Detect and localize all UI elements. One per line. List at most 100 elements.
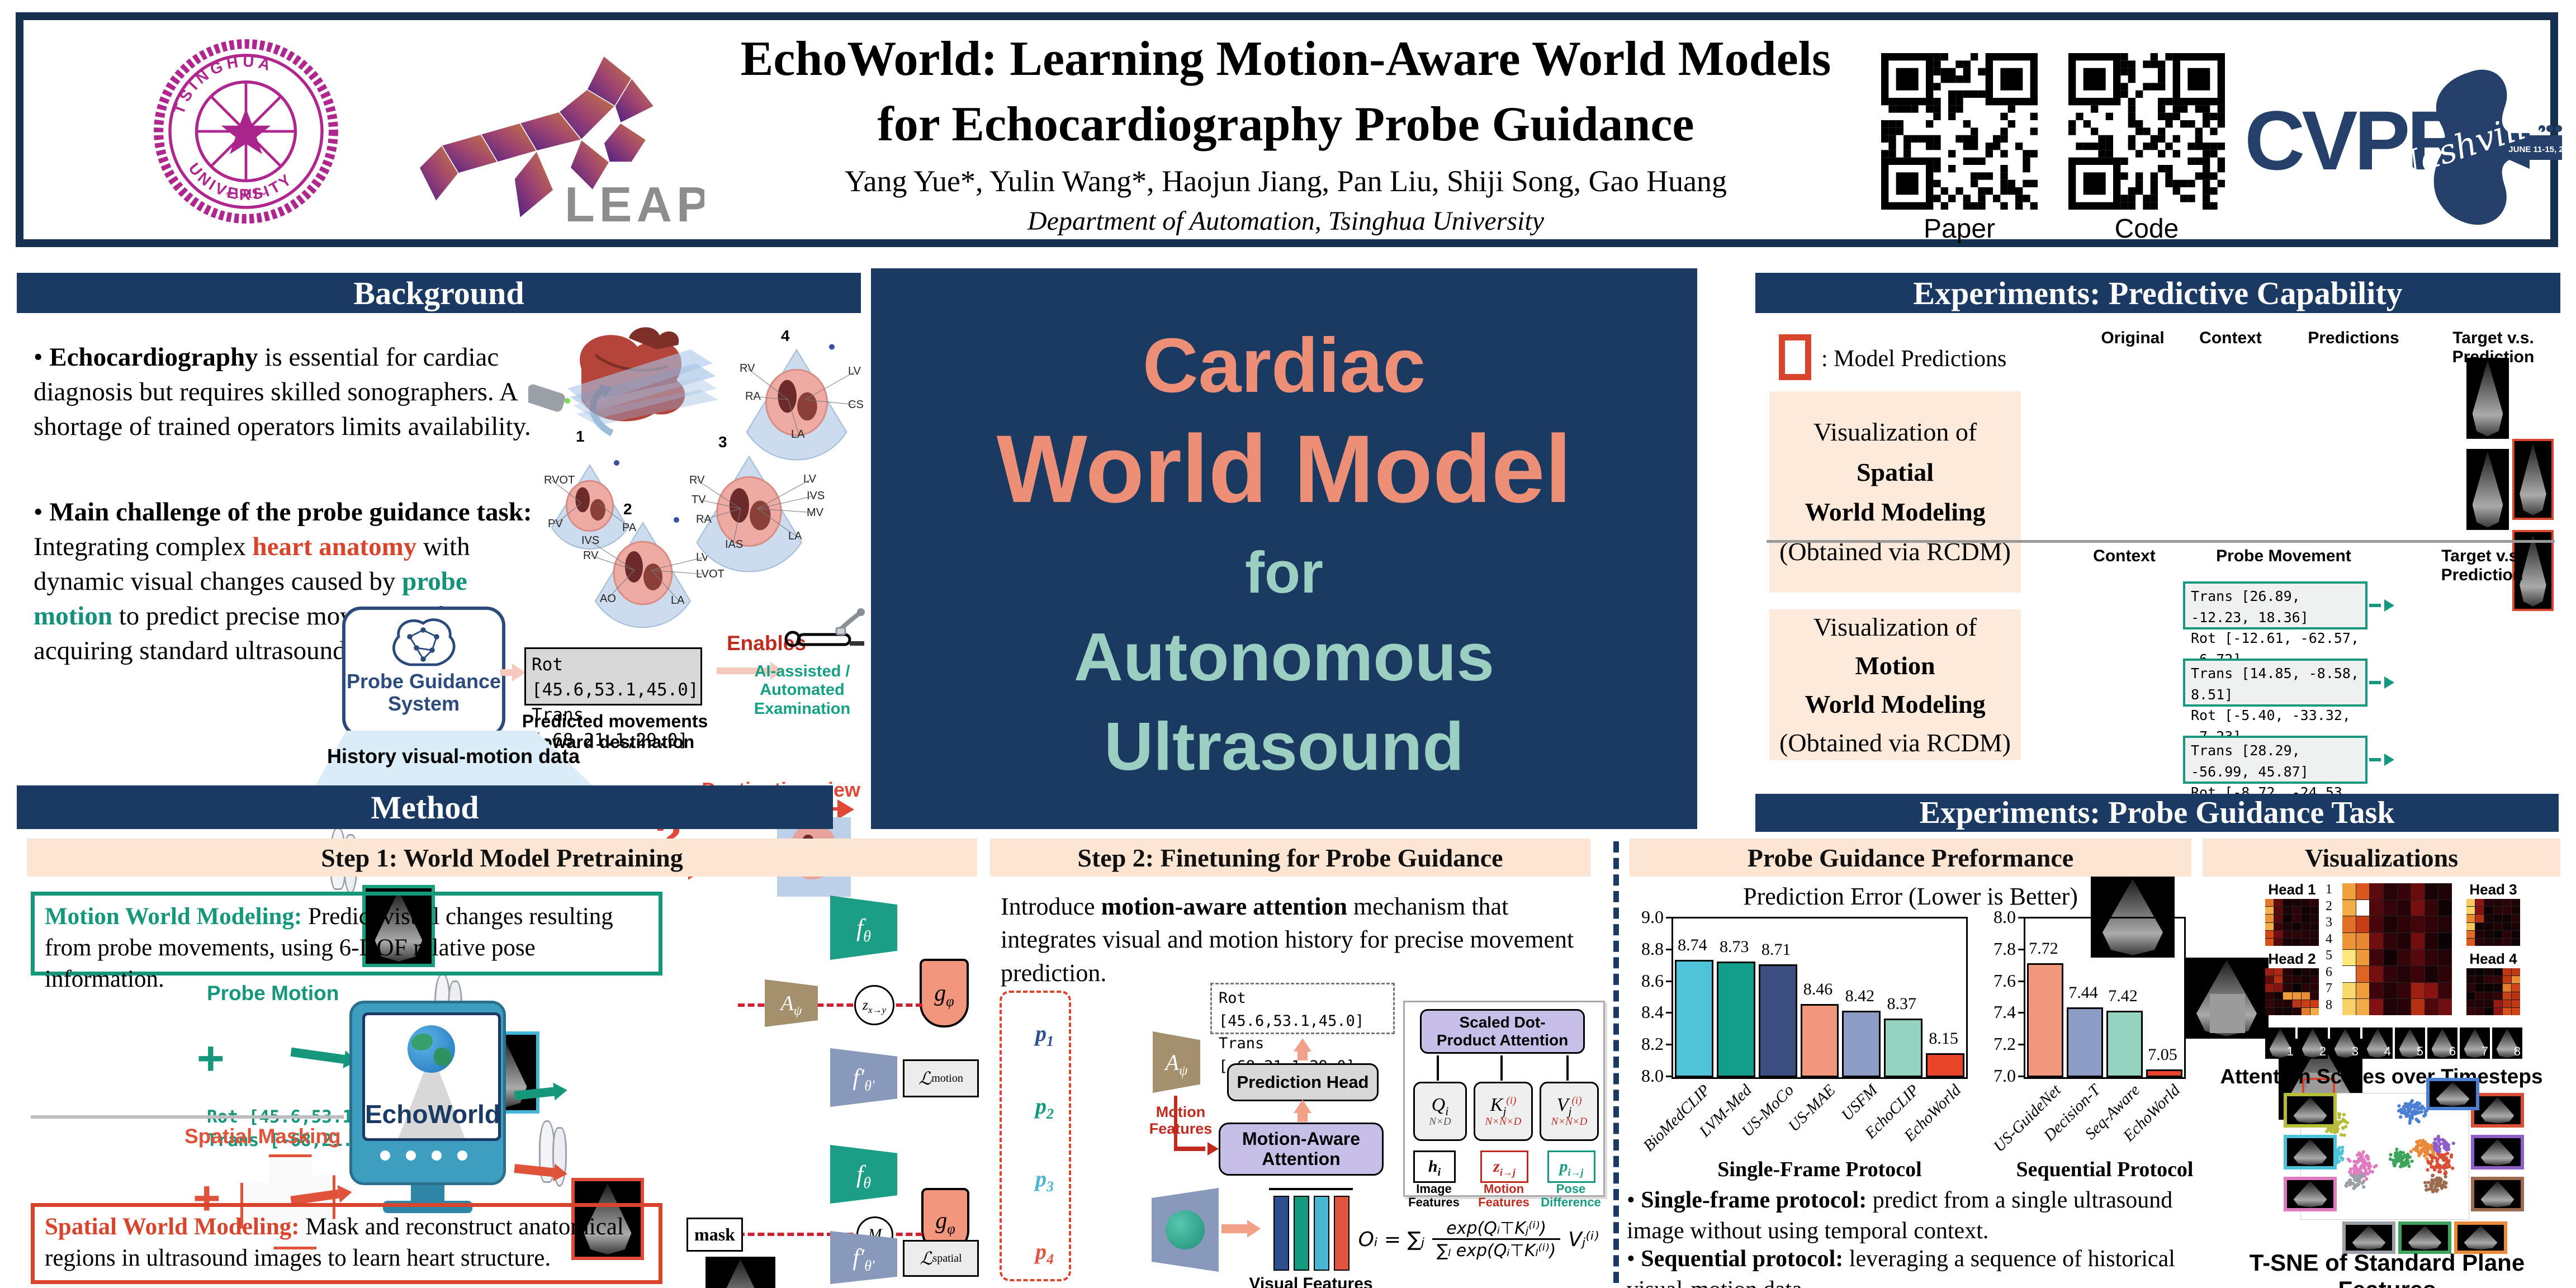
tsne-plane-thumbnail	[2471, 1135, 2524, 1169]
tsne-point	[2354, 1163, 2357, 1168]
authors: Yang Yue*, Yulin Wang*, Haojun Jiang, Pa…	[844, 164, 1727, 198]
anatomy-label: LA	[791, 428, 805, 441]
plane-number: 4	[781, 327, 790, 344]
tsne-point	[2438, 1163, 2442, 1167]
bar-EchoCLIP	[1884, 1018, 1923, 1077]
tsne-point	[2337, 1146, 2341, 1150]
tsne-point	[2451, 1142, 2455, 1145]
tsne-point	[2419, 1110, 2424, 1114]
timestep-frames: 1 2 3 4 5 6 7 8	[2265, 1027, 2525, 1059]
attention-caption: Attention Scores over Timesteps	[2220, 1065, 2543, 1088]
heatmap-cell	[2475, 930, 2484, 938]
tsne-plane-thumbnail	[2342, 1221, 2395, 1254]
center-line-for: for	[1245, 540, 1323, 605]
heatmap-cell	[2484, 930, 2493, 938]
heatmap-cell	[2425, 966, 2438, 982]
heatmap-cell	[2484, 938, 2493, 946]
timestep-frame-2: 2	[2298, 1027, 2328, 1059]
heatmap-cell	[2310, 907, 2319, 915]
center-line-ultrasound: Ultrasound	[1104, 708, 1464, 784]
timestep-frame-1: 1	[2265, 1027, 2295, 1059]
heatmap-cell	[2274, 976, 2283, 984]
bar-value-label: 8.46	[1803, 980, 1833, 999]
tsne-point	[2408, 1155, 2412, 1159]
qr-pattern	[1881, 53, 2038, 210]
bar-US-MoCo	[1758, 964, 1797, 1077]
tsne-point	[2393, 1164, 2397, 1168]
heatmap-cell	[2502, 992, 2511, 1000]
tsne-point	[2405, 1105, 2409, 1109]
heatmap-cell	[2292, 968, 2301, 976]
heatmap-cell	[2283, 976, 2292, 984]
tsne-thumbnails	[2203, 1078, 2560, 1254]
center-panel	[871, 268, 1697, 829]
tsne-point	[2409, 1100, 2413, 1104]
tsne-point	[2398, 1155, 2402, 1159]
s1d-mask-box: mask	[686, 1218, 743, 1252]
head2-label: Head 2	[2268, 950, 2316, 967]
y-tick	[2018, 1044, 2024, 1046]
s2-prediction-head: Prediction Head	[1227, 1063, 1379, 1101]
heatmap-cell	[2502, 1000, 2511, 1007]
tsne-point	[2435, 1180, 2439, 1184]
heatmap-cell	[2310, 968, 2319, 976]
heatmap-cell	[2310, 1000, 2319, 1007]
chart-title: Prediction Error (Lower is Better)	[1743, 883, 2078, 910]
y-tick-label: 7.2	[1993, 1034, 2016, 1054]
heatmap-cell	[2292, 930, 2301, 938]
heatmap-cell	[2502, 938, 2511, 946]
heatmap-cell	[2493, 1007, 2502, 1015]
s2-Q-box: Qi N×D	[1413, 1082, 1467, 1141]
s2-K-box: Kj(i) N×N×D	[1474, 1082, 1533, 1141]
anatomy-label: LA	[671, 594, 685, 607]
heatmap-cell	[2397, 932, 2411, 949]
bar-LVM-Med	[1716, 961, 1755, 1077]
spatial-r2-crop-pair	[2466, 449, 2556, 611]
tsne-plane-thumbnail	[2471, 1177, 2524, 1211]
heatmap-row-number: 4	[2326, 931, 2332, 946]
heatmap-cell	[2274, 930, 2283, 938]
bar-Decision-T	[2066, 1007, 2104, 1077]
tsne-point	[2433, 1141, 2437, 1145]
heatmap-cell	[2493, 976, 2502, 984]
tsne-point	[2451, 1166, 2455, 1170]
heatmap-cell	[2484, 907, 2493, 915]
heatmap-cell	[2370, 883, 2383, 899]
frame-number: 2	[2319, 1044, 2326, 1058]
spatial-masking-label: Spatial Masking	[184, 1125, 341, 1148]
heatmap-cell	[2466, 915, 2475, 922]
heatmap-cell	[2411, 999, 2425, 1015]
heatmap-cell	[2265, 899, 2274, 907]
tsne-point	[2396, 1152, 2400, 1156]
tsne-point	[2337, 1159, 2341, 1163]
s2-p1-label: p1	[1035, 1021, 1054, 1049]
heatmap-row-number: 2	[2326, 898, 2332, 913]
tsne-point	[2437, 1169, 2441, 1174]
s2-line-k	[1500, 1055, 1503, 1081]
heatmap-cell	[2397, 883, 2411, 899]
heatmap-cell	[2493, 984, 2502, 992]
frame-number: 4	[2384, 1044, 2391, 1058]
motion-r3-arrow	[2369, 751, 2394, 768]
tsne-point	[2417, 1153, 2421, 1158]
heatmap-cell	[2265, 907, 2274, 915]
s2-line-q	[1437, 1055, 1439, 1081]
heatmap-cell	[2383, 932, 2397, 949]
heatmap-cell	[2466, 1007, 2475, 1015]
heatmap-cell	[2292, 1000, 2301, 1007]
heatmap-cell	[2265, 1007, 2274, 1015]
heatmap-cell	[2383, 982, 2397, 999]
scan-planes	[567, 349, 718, 437]
head1-heatmap	[2265, 899, 2319, 946]
tsne-point	[2329, 1130, 2333, 1134]
head2-heatmap	[2265, 968, 2319, 1015]
heatmap-cell	[2493, 915, 2502, 922]
tsne-plane-thumbnail	[2471, 1093, 2524, 1128]
tsne-point	[2352, 1169, 2356, 1173]
heatmap-cell	[2274, 992, 2283, 1000]
tsne-point	[2347, 1170, 2352, 1174]
heatmap-cell	[2493, 992, 2502, 1000]
tsne-point	[2424, 1184, 2428, 1188]
tsne-point	[2408, 1103, 2412, 1107]
heatmap-cell	[2502, 907, 2511, 915]
